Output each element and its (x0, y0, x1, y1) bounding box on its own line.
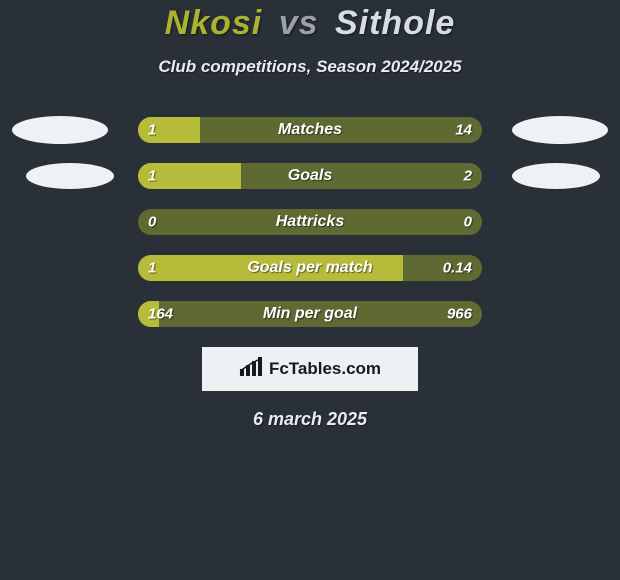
stat-label: Matches (138, 121, 482, 139)
stat-bar-track: 1Goals2 (138, 163, 482, 189)
stat-label: Goals (138, 167, 482, 185)
stat-value-right: 2 (464, 168, 472, 185)
stat-row: 164Min per goal966 (0, 301, 620, 327)
stat-bar-track: 1Goals per match0.14 (138, 255, 482, 281)
player1-logo-placeholder (12, 116, 108, 144)
stat-bar-track: 1Matches14 (138, 117, 482, 143)
stat-label: Min per goal (138, 305, 482, 323)
stat-label: Goals per match (138, 259, 482, 277)
subtitle: Club competitions, Season 2024/2025 (0, 57, 620, 77)
date-text: 6 march 2025 (0, 409, 620, 430)
stat-row: 1Goals2 (0, 163, 620, 189)
player2-logo-placeholder (512, 116, 608, 144)
logo-text: FcTables.com (269, 359, 381, 379)
title-player2: Sithole (335, 4, 455, 42)
title-vs: vs (279, 4, 319, 42)
stat-row: 0Hattricks0 (0, 209, 620, 235)
stat-row: 1Goals per match0.14 (0, 255, 620, 281)
stat-label: Hattricks (138, 213, 482, 231)
logo-box: FcTables.com (202, 347, 418, 391)
player2-logo-placeholder (512, 163, 600, 189)
stat-bar-track: 0Hattricks0 (138, 209, 482, 235)
bar-chart-icon (239, 357, 263, 382)
stat-value-right: 0.14 (443, 260, 472, 277)
comparison-infographic: Nkosi vs Sithole Club competitions, Seas… (0, 0, 620, 430)
stat-row: 1Matches14 (0, 117, 620, 143)
stat-value-right: 966 (447, 306, 472, 323)
title-player1: Nkosi (165, 4, 263, 42)
stat-value-right: 14 (455, 122, 472, 139)
stat-bar-track: 164Min per goal966 (138, 301, 482, 327)
title: Nkosi vs Sithole (0, 4, 620, 43)
comparison-bars: 1Matches14 1Goals2 0Hattricks0 1Goals per m… (0, 117, 620, 327)
player1-logo-placeholder (26, 163, 114, 189)
stat-value-right: 0 (464, 214, 472, 231)
